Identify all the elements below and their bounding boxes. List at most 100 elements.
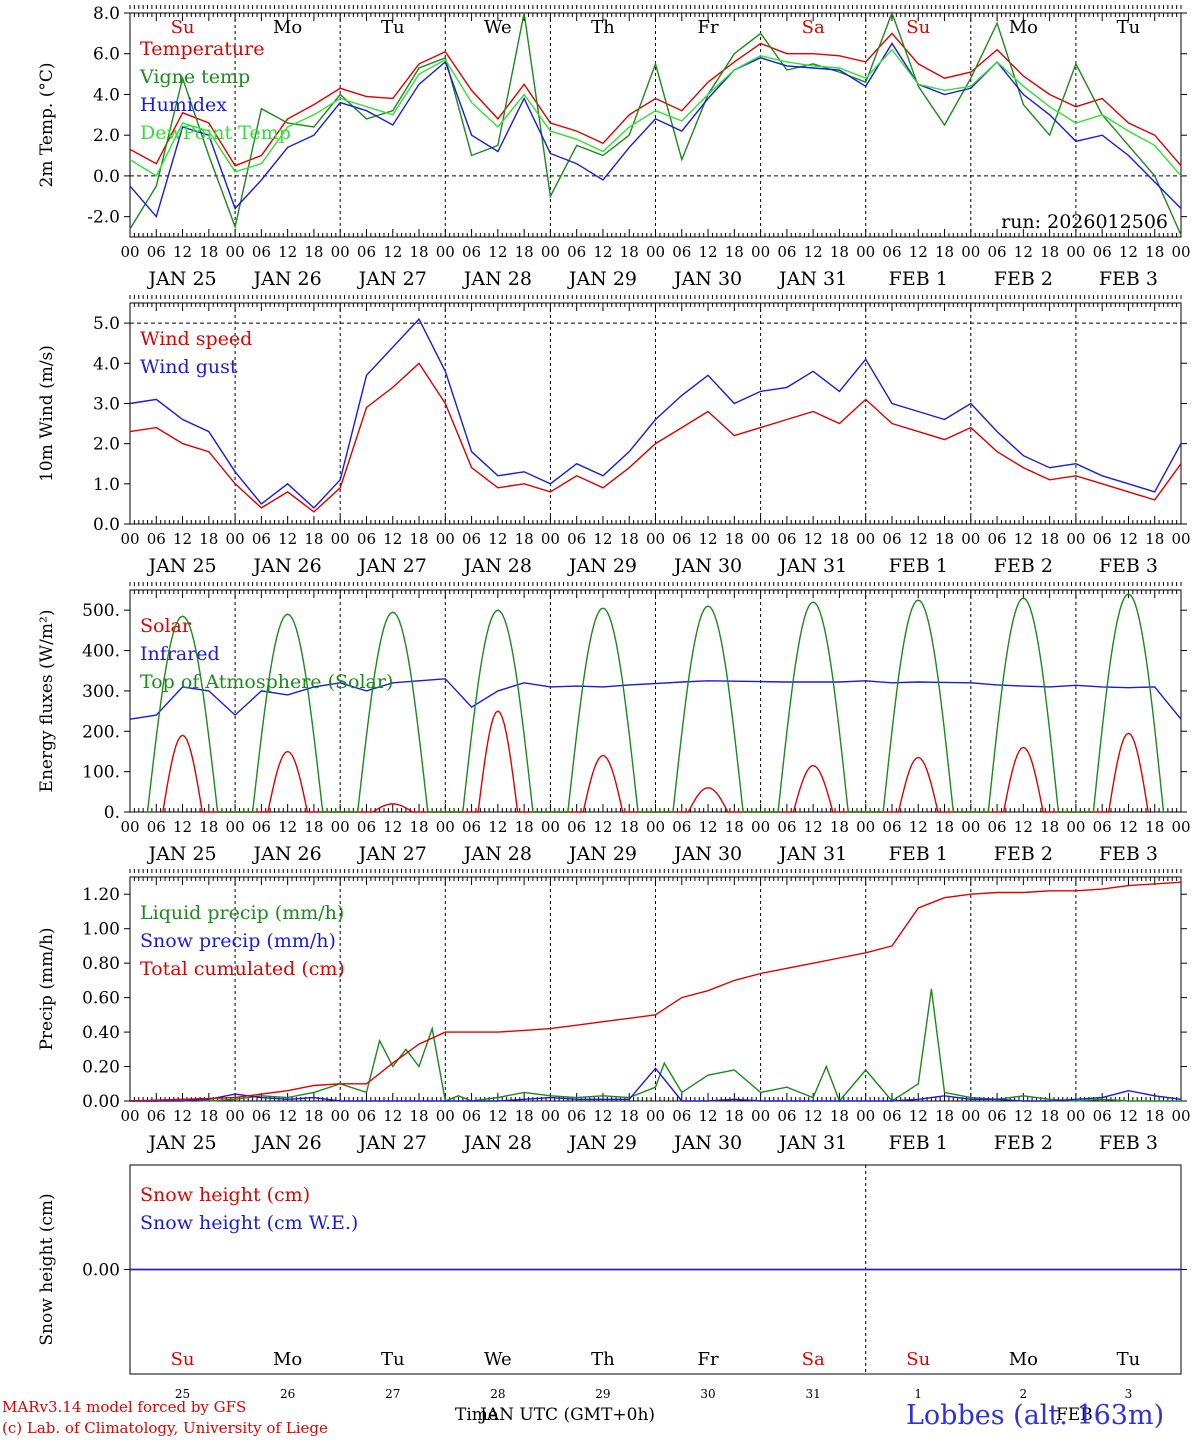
legend-entry: Vigne temp [139,66,250,88]
hour-label: 00 [1066,1107,1085,1125]
hour-label: 12 [1119,530,1138,548]
hour-label: 00 [1171,1107,1190,1125]
hour-label: 06 [672,530,691,548]
legend-entry: Liquid precip (mm/h) [140,902,344,924]
hour-label: 18 [1040,818,1059,836]
date-label: JAN 28 [462,555,532,577]
model-credit: MARv3.14 model forced by GFS [2,1398,247,1416]
weekday-label: Sa [802,17,825,38]
hour-label: 12 [909,818,928,836]
hour-label: 06 [1093,1107,1112,1125]
date-label: FEB 3 [1099,555,1158,577]
hour-label: 12 [173,1107,192,1125]
hour-label: 00 [436,1107,455,1125]
legend-entry: Humidex [140,94,227,116]
date-label: JAN 30 [672,268,742,290]
hour-label: 06 [462,1107,481,1125]
day-number: 27 [385,1387,400,1401]
hour-label: 06 [357,243,376,261]
hour-label: 18 [409,1107,428,1125]
xlabel-time: Time [455,1405,498,1425]
day-number: 26 [280,1387,295,1401]
hour-label: 12 [1119,1107,1138,1125]
hour-label: 00 [331,818,350,836]
hour-label: 12 [699,530,718,548]
hour-label: 18 [199,243,218,261]
hour-label: 18 [304,1107,323,1125]
hour-label: 00 [751,530,770,548]
hour-label: 00 [226,530,245,548]
date-label: JAN 25 [146,1132,216,1154]
hour-label: 12 [593,243,612,261]
date-label: JAN 31 [777,843,847,865]
hour-label: 06 [777,243,796,261]
hour-label: 12 [1014,1107,1033,1125]
y-tick-label: 0.00 [82,1261,120,1281]
hour-label: 18 [725,243,744,261]
hour-label: 18 [620,818,639,836]
series-line-dewpoint-temp [129,48,1182,177]
legend-entry: Snow precip (mm/h) [140,930,336,952]
y-tick-label: 400. [82,642,120,662]
station-label: Lobbes (alt. 163m) [906,1400,1165,1431]
hour-label: 06 [882,530,901,548]
series-line-temperature [129,32,1182,167]
hour-label: 12 [1119,243,1138,261]
series-line-total-cumulated-cm [129,881,1182,1102]
hour-label: 06 [672,1107,691,1125]
hour-label: 06 [147,243,166,261]
hour-label: 00 [1171,243,1190,261]
hour-label: 12 [804,1107,823,1125]
y-tick-label: 4.0 [93,85,120,105]
hour-label: 12 [699,818,718,836]
y-tick-label: 0. [104,803,120,823]
hour-label: 12 [909,530,928,548]
hour-label: 18 [1145,1107,1164,1125]
date-label: JAN 31 [777,268,847,290]
hour-label: 18 [409,243,428,261]
y-tick-label: -2.0 [87,208,120,228]
hour-label: 00 [856,1107,875,1125]
hour-label: 06 [988,243,1007,261]
hour-label: 12 [383,530,402,548]
hour-label: 06 [988,530,1007,548]
hour-label: 12 [593,530,612,548]
y-tick-label: 0.60 [82,989,120,1009]
hour-label: 00 [1066,243,1085,261]
series-line-humidex [129,42,1182,219]
hour-label: 12 [909,243,928,261]
xlabel-feb: FEB [1056,1405,1093,1425]
legend-entry: DewPoint Temp [140,122,291,144]
series-line-liquid-precip-mm-h [130,988,1181,1103]
legend-entry: Wind gust [140,356,238,378]
hour-label: 00 [541,818,560,836]
hour-label: 12 [909,1107,928,1125]
hour-label: 00 [1066,530,1085,548]
y-tick-label: 100. [82,763,120,783]
hour-label: 06 [777,530,796,548]
hour-label: 18 [1040,530,1059,548]
hour-label: 00 [331,530,350,548]
hour-label: 00 [436,243,455,261]
date-label: JAN 28 [462,1132,532,1154]
weekday-label: We [484,1349,512,1370]
hour-label: 06 [357,1107,376,1125]
y-tick-label: 0.20 [82,1058,120,1078]
hour-label: 18 [830,1107,849,1125]
date-label: JAN 29 [567,555,637,577]
series-line-snow-precip-mm-h [130,1067,1182,1102]
hour-label: 12 [488,818,507,836]
legend-entry: Snow height (cm) [140,1184,310,1206]
hour-label: 12 [488,530,507,548]
date-label: JAN 28 [462,268,532,290]
hour-label: 06 [252,1107,271,1125]
hour-label: 18 [515,243,534,261]
hour-label: 00 [541,530,560,548]
day-number: 2 [1020,1387,1028,1401]
legend-entry: Infrared [140,643,220,665]
weekday-label: Su [906,17,930,38]
run-label: run: 2026012506 [1001,211,1168,233]
y-tick-label: 0.00 [82,1092,120,1112]
date-label: JAN 25 [146,843,216,865]
